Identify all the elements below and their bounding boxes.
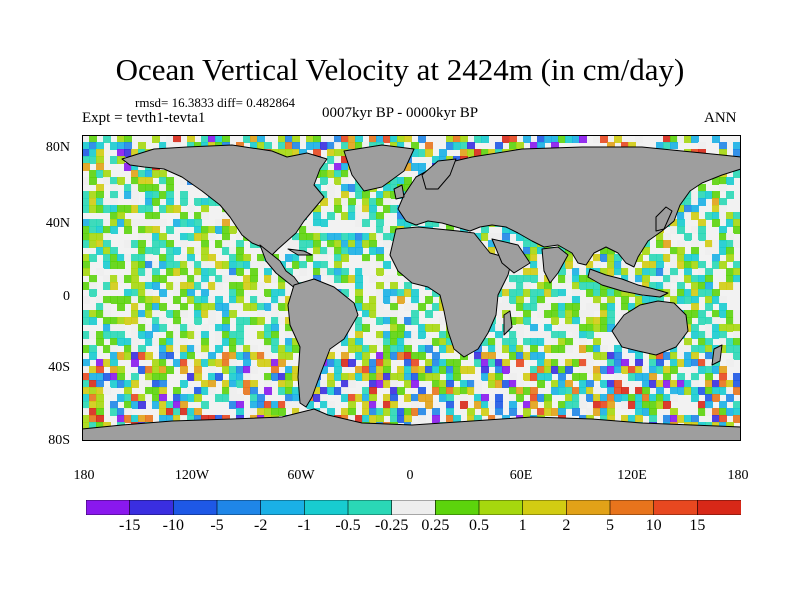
colorbar-swatch [697,500,741,515]
colorbar-label: -0.25 [374,517,409,534]
land-south-america [287,278,359,408]
land-antarctica [82,408,741,441]
land-arabia [491,238,531,274]
land-australia [611,300,689,356]
lat-label-80s: 80S [48,433,70,448]
land-new-zealand [711,344,723,366]
lat-label-80n: 80N [45,140,70,155]
colorbar-label: 0.5 [469,517,489,534]
land-masses [82,144,741,441]
colorbar [86,500,741,515]
period-label: 0007kyr BP - 0000kyr BP [322,105,479,121]
colorbar-swatch [173,500,218,515]
colorbar-label: 1 [518,517,527,534]
lon-label-180e: 180 [727,468,749,483]
colorbar-label: 0.25 [421,517,450,534]
colorbar-label: 5 [606,517,614,534]
colorbar-swatch [478,500,524,515]
colorbar-swatch [566,500,611,515]
colorbar-swatch [129,500,174,515]
land-british-isles [393,184,405,200]
colorbar-swatch [304,500,349,515]
colorbar-label: 2 [562,517,571,534]
colorbar-label: -10 [162,517,184,534]
colorbar-swatch [609,500,655,515]
colorbar-label: -1 [297,517,311,534]
colorbar-swatch [260,500,305,515]
land-africa [389,226,513,358]
land-india [541,246,569,284]
land-eurasia [397,146,741,268]
map-title: Ocean Vertical Velocity at 2424m (in cm/… [115,52,685,87]
colorbar-swatch [435,500,480,515]
lon-label-60e: 60E [509,468,533,483]
land-japan [655,206,673,232]
land-scandinavia [421,158,457,190]
map-frame [82,135,741,441]
land-caribbean [287,248,313,256]
lat-label-0: 0 [63,289,70,304]
lon-label-180w: 180 [73,468,95,483]
colorbar-label: -15 [118,517,141,534]
lat-label-40n: 40N [45,216,70,231]
land-madagascar [503,310,513,336]
colorbar-label: -0.5 [335,517,361,534]
rmsd-diff-stats: rmsd= 16.3833 diff= 0.482864 [135,95,295,110]
colorbar-swatch [653,500,698,515]
lon-label-60w: 60W [287,468,315,483]
colorbar-label: 10 [645,517,662,534]
land-indonesia [587,268,669,298]
colorbar-label: -2 [253,517,268,534]
colorbar-label: -5 [210,517,224,534]
lon-label-120w: 120W [174,468,210,483]
experiment-label: Expt = tevth1-tevta1 [82,110,206,126]
land-greenland [343,144,415,192]
ocean-velocity-map [82,135,741,441]
season-label: ANN [704,110,737,126]
lon-label-0: 0 [406,468,414,483]
colorbar-swatch [86,500,131,515]
colorbar-swatch [522,500,567,515]
colorbar-swatch [216,500,262,515]
land-north-america [121,144,328,256]
colorbar-swatch [347,500,393,515]
lon-label-120e: 120E [617,468,647,483]
lat-label-40s: 40S [48,360,70,375]
colorbar-swatch [391,500,436,515]
colorbar-label: 15 [689,517,706,534]
